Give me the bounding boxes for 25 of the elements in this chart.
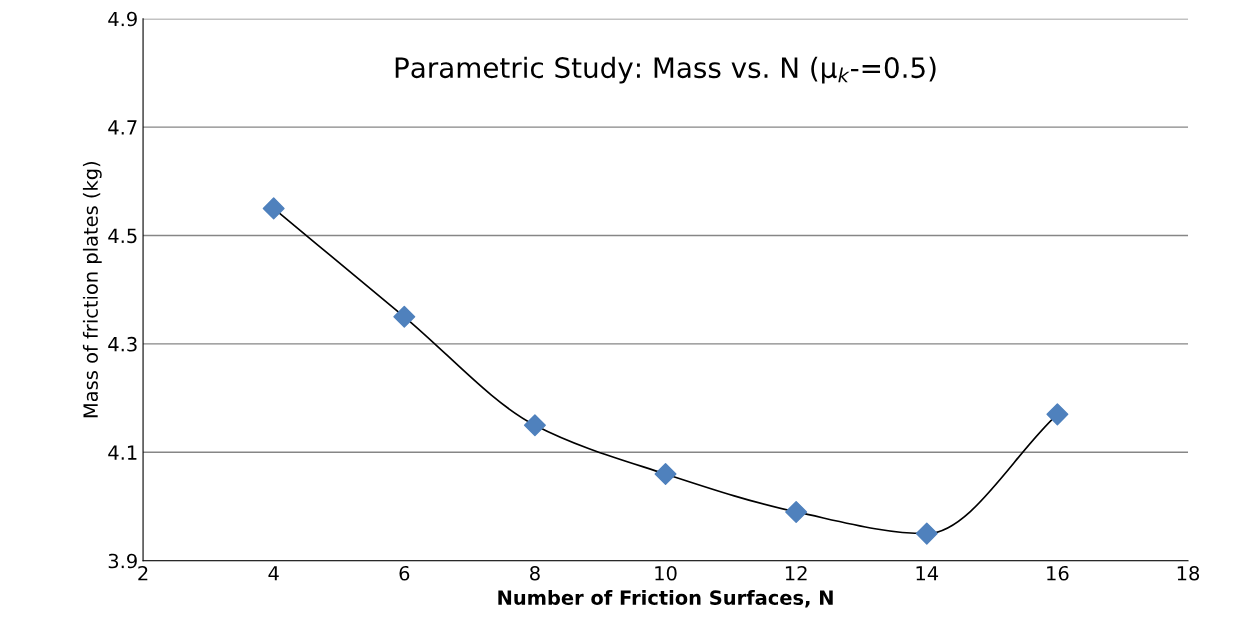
point	[915, 522, 938, 545]
x-tick-label: 4	[268, 566, 279, 581]
point	[785, 500, 808, 523]
point	[262, 197, 285, 220]
y-tick-label: 4.1	[108, 445, 137, 460]
point	[393, 305, 416, 328]
x-tick-label: 10	[655, 565, 677, 581]
x-tick-label: 8	[530, 565, 540, 581]
x-tick-label: 16	[1047, 565, 1069, 581]
point	[654, 462, 677, 485]
y-tick-label: 4.9	[108, 11, 137, 27]
x-tick-label: 12	[785, 565, 807, 581]
y-axis-title: Mass of friction plates (kg)	[82, 161, 102, 418]
x-axis-title: Number of Friction Surfaces, N	[498, 589, 833, 608]
x-tick-label: 18	[1177, 565, 1200, 581]
y-tick-label: 4.5	[108, 228, 137, 244]
text: Parametric Study: Mass vs. N (μ$_{k}$-=0.5)	[395, 56, 936, 84]
x-tick-label: 6	[399, 565, 410, 581]
x-tick-label: 14	[916, 566, 939, 581]
y-tick-label: 4.7	[108, 120, 137, 135]
y-tick-label: 3.9	[108, 553, 137, 569]
y-tick-label: 4.3	[108, 336, 137, 352]
point	[1046, 403, 1069, 426]
point	[523, 414, 546, 437]
x-tick-label: 2	[138, 565, 148, 581]
